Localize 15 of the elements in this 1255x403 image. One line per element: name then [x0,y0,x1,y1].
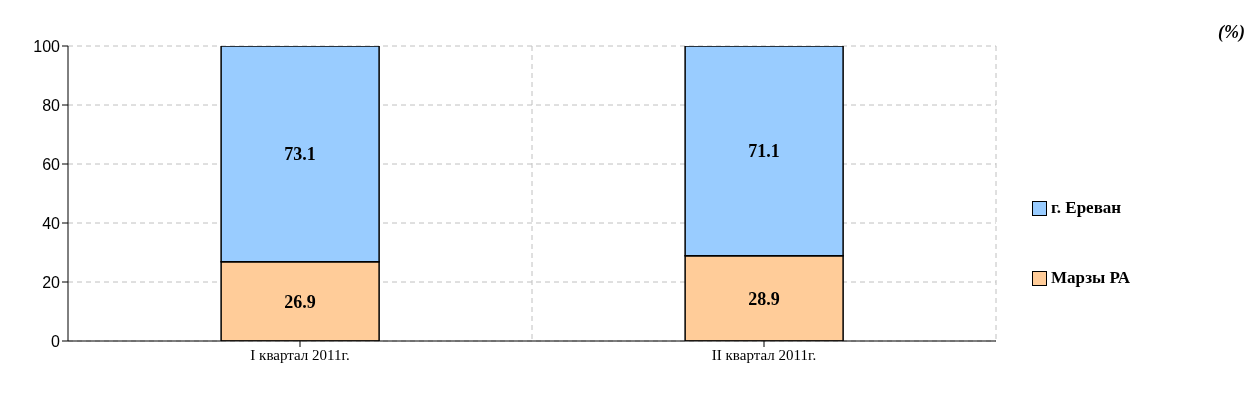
y-tick-label: 60 [42,155,61,173]
data-label: 71.1 [748,141,780,162]
y-tick-label: 100 [33,37,61,55]
data-label: 26.9 [284,291,316,312]
legend-label: Марзы РА [1051,268,1131,288]
y-tick-label: 20 [42,273,61,291]
y-tick-label: 40 [42,214,61,232]
legend-label: г. Ереван [1051,198,1122,218]
y-tick-label: 80 [42,96,61,114]
text: (%) [1218,22,1245,43]
x-tick-label: I квартал 2011г. [250,346,350,363]
data-label: 28.9 [748,288,780,309]
y-tick-label: 0 [51,332,61,350]
data-label: 73.1 [284,144,316,165]
x-tick-label: II квартал 2011г. [711,346,817,363]
